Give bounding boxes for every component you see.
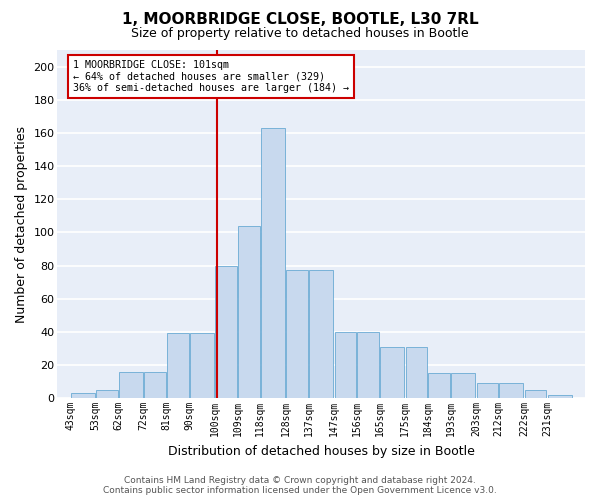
Bar: [190, 334, 214, 398]
Text: 1 MOORBRIDGE CLOSE: 101sqm
← 64% of detached houses are smaller (329)
36% of sem: 1 MOORBRIDGE CLOSE: 101sqm ← 64% of deta…: [73, 60, 349, 93]
Bar: [428, 374, 450, 398]
Bar: [476, 383, 498, 398]
Bar: [167, 334, 189, 398]
Bar: [335, 332, 356, 398]
X-axis label: Distribution of detached houses by size in Bootle: Distribution of detached houses by size …: [168, 444, 475, 458]
Bar: [499, 383, 523, 398]
Bar: [548, 395, 572, 398]
Text: 1, MOORBRIDGE CLOSE, BOOTLE, L30 7RL: 1, MOORBRIDGE CLOSE, BOOTLE, L30 7RL: [122, 12, 478, 28]
Bar: [451, 374, 475, 398]
Bar: [145, 372, 166, 398]
Text: Size of property relative to detached houses in Bootle: Size of property relative to detached ho…: [131, 28, 469, 40]
Bar: [286, 270, 308, 398]
Bar: [261, 128, 285, 398]
Bar: [119, 372, 143, 398]
Bar: [406, 346, 427, 398]
Bar: [358, 332, 379, 398]
Y-axis label: Number of detached properties: Number of detached properties: [15, 126, 28, 322]
Bar: [309, 270, 333, 398]
Bar: [525, 390, 547, 398]
Bar: [96, 390, 118, 398]
Bar: [71, 393, 95, 398]
Text: Contains HM Land Registry data © Crown copyright and database right 2024.
Contai: Contains HM Land Registry data © Crown c…: [103, 476, 497, 495]
Bar: [215, 266, 237, 398]
Bar: [380, 346, 404, 398]
Bar: [238, 226, 260, 398]
